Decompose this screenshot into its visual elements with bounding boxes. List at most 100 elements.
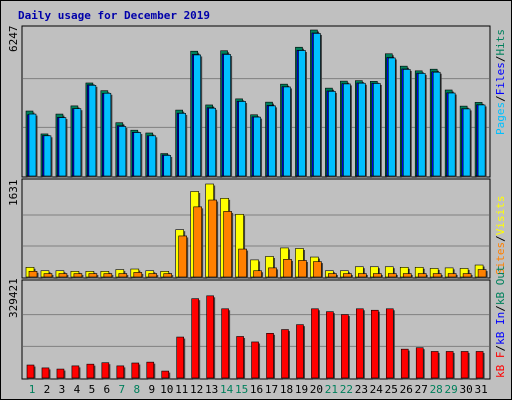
day-label: 18 xyxy=(280,383,293,396)
sites-bar xyxy=(163,273,173,278)
sites-bar xyxy=(223,211,232,278)
day-label: 23 xyxy=(355,383,368,396)
pages-bar xyxy=(432,71,441,177)
kbytes-bar xyxy=(41,367,50,379)
day-label: 25 xyxy=(385,383,398,396)
kbytes-bar xyxy=(445,351,454,379)
pages-bar xyxy=(447,92,456,177)
day-label: 4 xyxy=(74,383,81,396)
sites-bar xyxy=(238,248,247,278)
sites-bar xyxy=(178,235,187,278)
kbytes-bar xyxy=(296,324,304,379)
legend-item: / xyxy=(494,235,507,242)
sites-bar xyxy=(283,259,292,278)
chart-title: Daily usage for December 2019 xyxy=(18,9,210,22)
kbytes-bar xyxy=(475,351,484,379)
pages-bar xyxy=(73,108,82,177)
sites-bar xyxy=(148,273,158,278)
pages-bar xyxy=(268,105,276,177)
pages-bar xyxy=(193,54,201,177)
kbytes-bar xyxy=(146,361,155,379)
pages-bar xyxy=(253,116,261,177)
sites-bar xyxy=(58,273,68,278)
legend-item: Files xyxy=(494,62,507,95)
day-label: 1 xyxy=(29,383,36,396)
day-label: 10 xyxy=(160,383,173,396)
legend-item: / xyxy=(494,56,507,63)
day-label: 31 xyxy=(474,383,487,396)
day-label: 8 xyxy=(133,383,140,396)
pages-bar xyxy=(148,135,157,177)
pages-bar xyxy=(208,107,216,177)
day-label: 15 xyxy=(235,383,248,396)
kbytes-bar xyxy=(71,365,80,379)
sites-bar xyxy=(88,273,98,278)
pages-bar xyxy=(358,82,366,177)
top-legend: Pages/Files/Hits xyxy=(494,29,507,135)
legend-item: Pages xyxy=(494,102,507,135)
pages-bar xyxy=(387,57,396,177)
pages-bar xyxy=(28,113,37,177)
kbytes-bar xyxy=(221,308,229,379)
kbytes-bar xyxy=(460,351,469,379)
visits-panel xyxy=(21,178,491,279)
legend-item: Hits xyxy=(494,29,507,56)
top-axis-max: 6247 xyxy=(7,26,20,53)
day-labels: 1 2 3 4 5 6 7 8 9 10 11 12 13 14 15 16 17 18 19 20 21 22 23 24 2… xyxy=(29,383,488,396)
kbytes-bar xyxy=(415,347,424,379)
pages-bar xyxy=(133,132,142,177)
middle-axis-max: 1631 xyxy=(7,180,20,207)
pages-bar xyxy=(118,126,127,177)
pages-bar xyxy=(373,83,381,177)
day-label: 29 xyxy=(445,383,458,396)
sites-bar xyxy=(268,267,277,278)
day-label: 26 xyxy=(400,383,413,396)
sites-bar xyxy=(328,273,337,278)
legend-item: / xyxy=(494,345,507,352)
day-label: 7 xyxy=(119,383,126,396)
pages-bar xyxy=(163,155,172,177)
kbytes-bar xyxy=(281,329,289,379)
bottom-axis-max: 329421 xyxy=(7,278,20,318)
day-label: 5 xyxy=(89,383,96,396)
sites-bar xyxy=(432,273,442,278)
kbytes-bar xyxy=(86,363,95,379)
sites-bar xyxy=(343,273,352,278)
day-label: 21 xyxy=(325,383,338,396)
legend-item: Sites xyxy=(494,242,507,275)
kbytes-bar xyxy=(56,368,65,379)
day-label: 22 xyxy=(340,383,353,396)
pages-bar xyxy=(417,73,426,177)
sites-bar xyxy=(417,273,427,278)
sites-bar xyxy=(387,273,397,278)
kbytes-bar xyxy=(161,370,170,379)
day-label: 27 xyxy=(415,383,428,396)
pages-bar xyxy=(402,69,411,177)
kbytes-bar xyxy=(385,308,394,379)
sites-bar xyxy=(43,273,53,278)
day-label: 3 xyxy=(59,383,66,396)
kbytes-bar xyxy=(311,308,319,379)
kbytes-bar xyxy=(101,362,110,379)
pages-bar xyxy=(43,135,52,177)
legend-item: Visits xyxy=(494,196,507,236)
day-label: 30 xyxy=(460,383,473,396)
day-label: 12 xyxy=(190,383,203,396)
bottom-legend: kB F/kB In/kB Out xyxy=(494,265,507,378)
day-label: 17 xyxy=(265,383,278,396)
pages-bar xyxy=(178,113,186,177)
day-label: 14 xyxy=(220,383,234,396)
sites-bar xyxy=(73,273,83,278)
pages-bar xyxy=(328,91,336,177)
day-label: 2 xyxy=(44,383,51,396)
kbytes-bar xyxy=(131,362,140,379)
sites-bar xyxy=(193,206,202,278)
sites-bar xyxy=(447,273,457,278)
day-label: 28 xyxy=(430,383,443,396)
sites-bar xyxy=(477,269,487,278)
sites-bar xyxy=(103,273,113,278)
day-label: 19 xyxy=(295,383,308,396)
pages-bar xyxy=(477,104,486,177)
sites-bar xyxy=(462,273,472,278)
